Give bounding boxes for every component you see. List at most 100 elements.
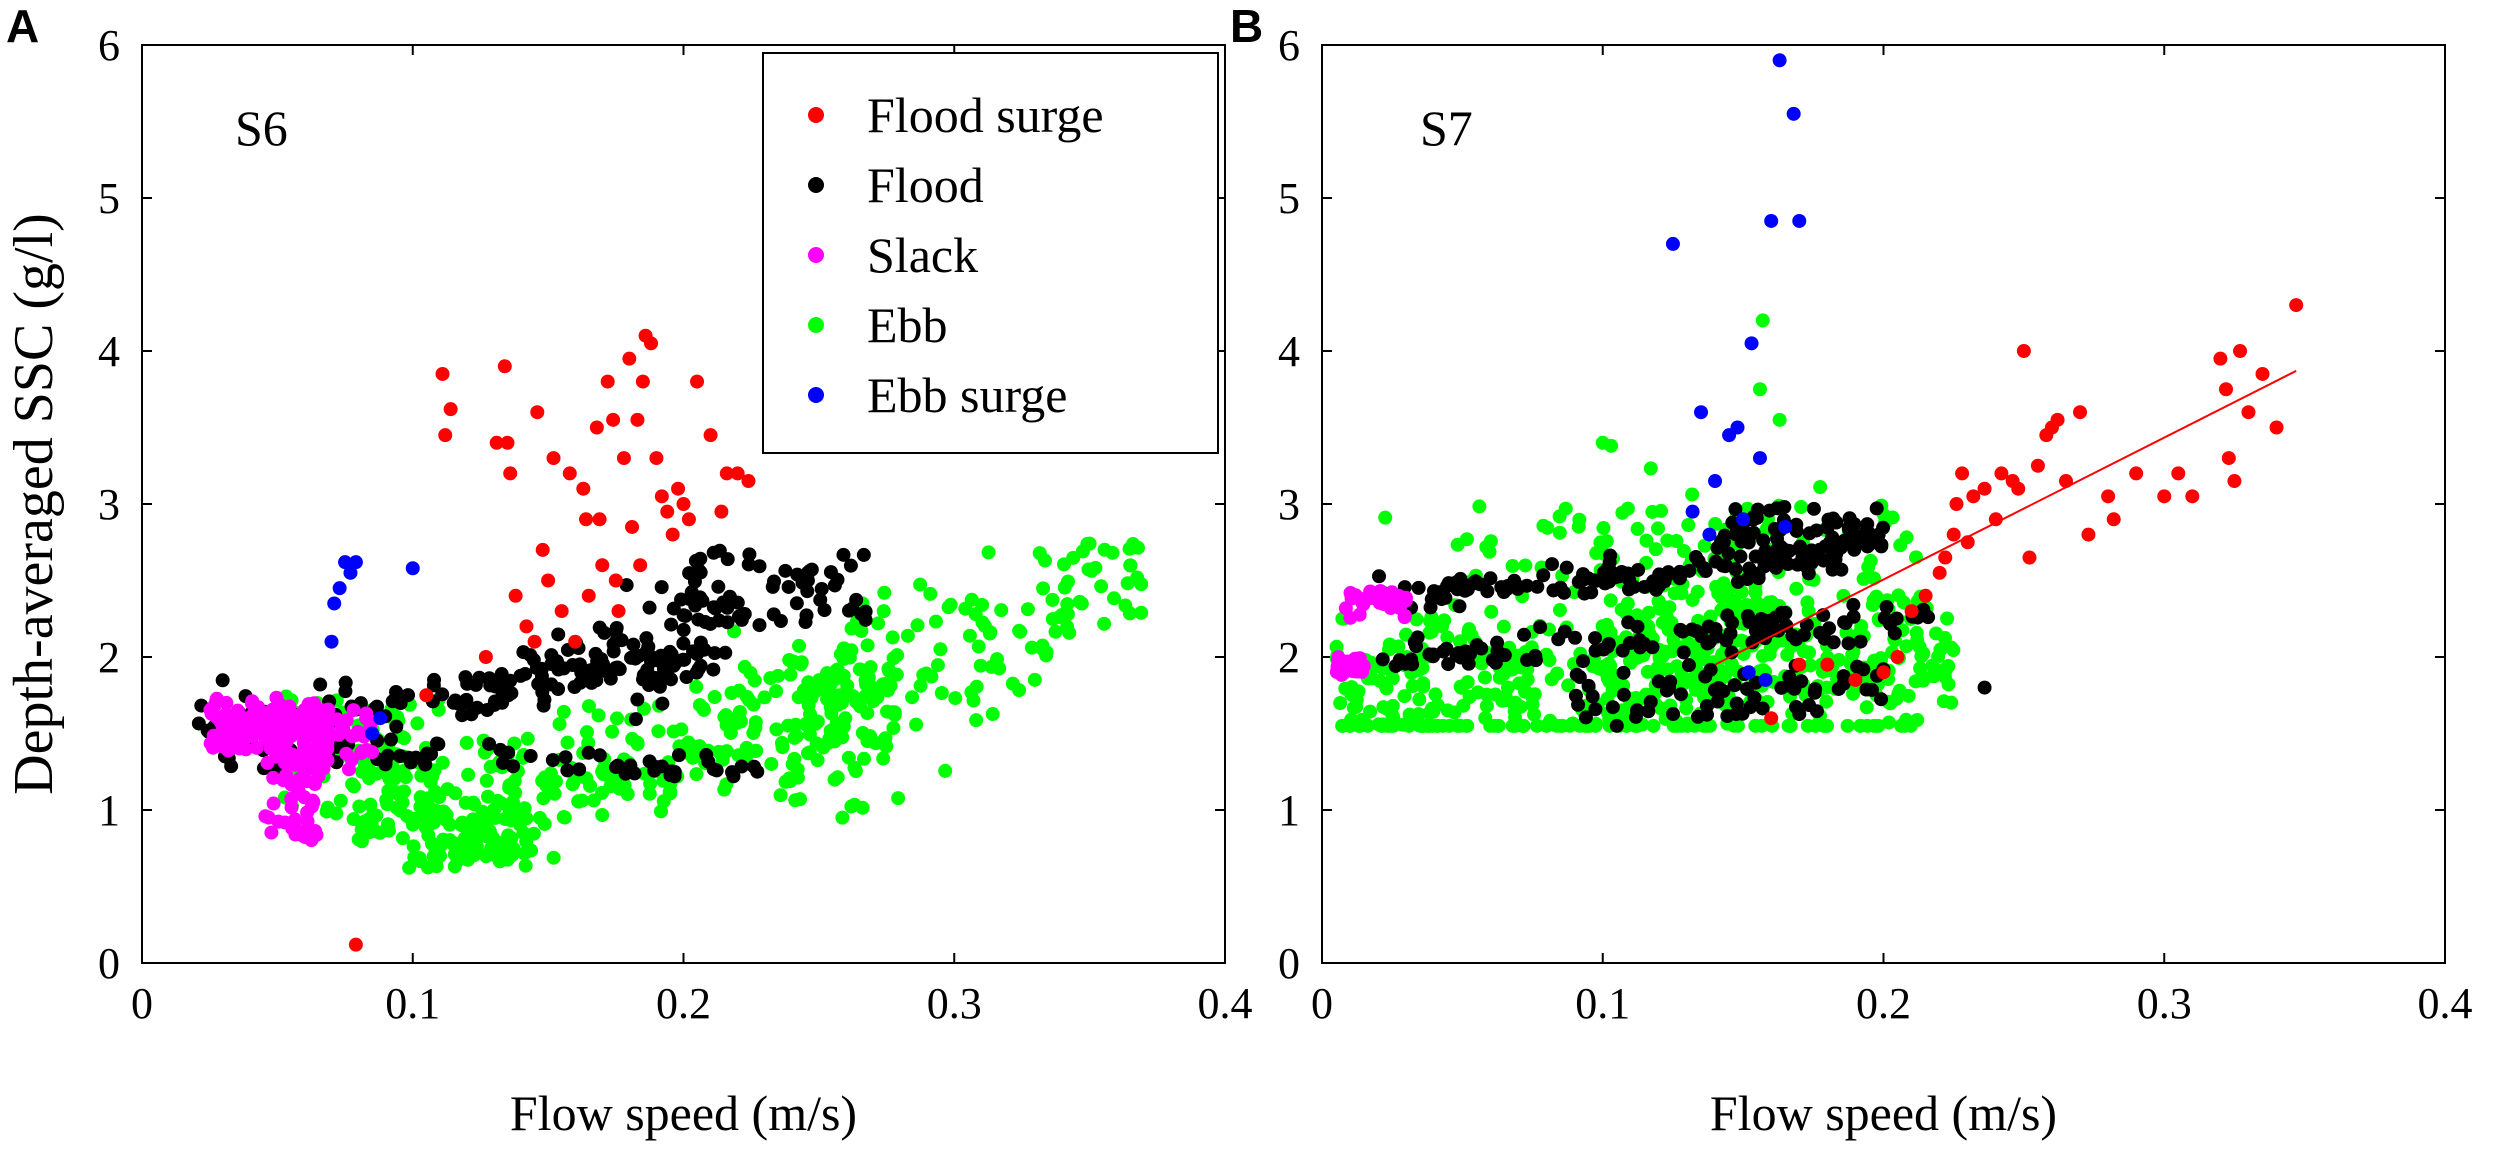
ebb-point (458, 795, 473, 810)
flood-surge-point (1946, 527, 1961, 542)
ebb-point (1518, 558, 1533, 573)
flood-point (518, 666, 533, 681)
ebb-point (1490, 718, 1505, 733)
ebb-point (361, 761, 376, 776)
flood-point (1436, 644, 1451, 659)
flood-point (752, 618, 767, 633)
ebb-point (1411, 707, 1426, 722)
flood-surge-point (500, 435, 515, 450)
flood-surge-point (2016, 344, 2031, 358)
flood-surge-point (489, 435, 504, 450)
ebb-point (1667, 586, 1682, 601)
ebb-point (1780, 647, 1795, 662)
flood-point (1879, 600, 1894, 615)
ebb-point (905, 690, 920, 705)
slack-point (330, 712, 345, 727)
flood-point (1672, 571, 1687, 586)
ebb-point (520, 731, 535, 746)
ebb-point (878, 731, 893, 746)
flood-point (1859, 682, 1874, 697)
ebb-point (1459, 532, 1474, 547)
station-label: S7 (1420, 100, 1473, 156)
ebb-point (421, 860, 436, 875)
flood-point (1372, 569, 1387, 584)
ebb-point (630, 736, 645, 751)
flood-point (1822, 621, 1837, 636)
flood-point (534, 676, 549, 691)
flood-surge-point (608, 573, 623, 588)
flood-point (1723, 626, 1738, 641)
ebb-point (890, 648, 905, 663)
ebb-point (1472, 499, 1487, 514)
y-axis-label: Depth-averaged SSC (g/l) (3, 213, 65, 795)
ebb-point (1338, 681, 1353, 696)
flood-point (597, 625, 612, 640)
x-axis-label: Flow speed (m/s) (510, 1085, 857, 1141)
flood-point (1862, 537, 1877, 552)
ebb-point (1037, 553, 1052, 568)
ebb-point (885, 630, 900, 645)
y-tick-label: 3 (1278, 480, 1300, 529)
flood-point (1716, 535, 1731, 550)
flood-point (1778, 605, 1793, 620)
ebb-point (836, 668, 851, 683)
flood-surge-point (497, 359, 512, 374)
ebb-point (938, 763, 953, 778)
ebb-point (1382, 637, 1397, 652)
slack-point (346, 703, 361, 718)
flood-surge-point (665, 527, 680, 542)
flood-surge-point (2022, 550, 2037, 565)
ebb-point (609, 711, 624, 726)
ebb-point (513, 806, 528, 821)
flood-point (619, 578, 634, 593)
flood-surge-point (1938, 550, 1953, 565)
ebb-point (1057, 580, 1072, 595)
ebb-point (395, 831, 410, 846)
ebb-point (870, 690, 885, 705)
ebb-point (1012, 683, 1027, 698)
ebb-point (1571, 519, 1586, 534)
flood-point (1834, 562, 1849, 577)
flood-surge-point (519, 619, 534, 634)
ebb-point (994, 603, 1009, 618)
ebb-point (425, 769, 440, 784)
flood-surge-point (660, 504, 675, 519)
flood-point (691, 563, 706, 578)
flood-point (1767, 551, 1782, 566)
ebb-point (793, 792, 808, 807)
flood-point (572, 657, 587, 672)
ebb-point (406, 839, 421, 854)
flood-point (701, 754, 716, 769)
flood-point (1742, 614, 1757, 629)
ebb-point (715, 752, 730, 767)
slack-point (321, 702, 336, 717)
flood-point (1517, 627, 1532, 642)
x-tick-label: 0.3 (2137, 979, 2192, 1028)
ebb-surge-point (365, 726, 380, 741)
ebb-point (518, 858, 533, 873)
flood-surge-point (2171, 466, 2186, 481)
ebb-point (809, 736, 824, 751)
flood-point (1777, 500, 1792, 515)
flood-point (709, 763, 724, 778)
ebb-point (1868, 718, 1883, 733)
ebb-point (887, 705, 902, 720)
flood-point (641, 678, 656, 693)
ebb-point (842, 650, 857, 665)
y-tick-label: 1 (1278, 786, 1300, 835)
flood-point (1621, 615, 1636, 630)
flood-surge-point (478, 650, 493, 664)
ebb-point (1495, 693, 1510, 708)
ebb-point (1800, 718, 1815, 733)
ebb-point (858, 689, 873, 704)
ebb-point (1894, 718, 1909, 733)
slack-point (284, 728, 299, 743)
ebb-surge-point (1772, 53, 1787, 68)
slack-point (206, 740, 221, 755)
ebb-point (1060, 619, 1075, 634)
ebb-point (442, 817, 457, 832)
ebb-point (748, 744, 763, 759)
flood-surge-point (1820, 657, 1835, 672)
flood-surge-point (2058, 474, 2073, 489)
flood-point (1578, 710, 1593, 725)
